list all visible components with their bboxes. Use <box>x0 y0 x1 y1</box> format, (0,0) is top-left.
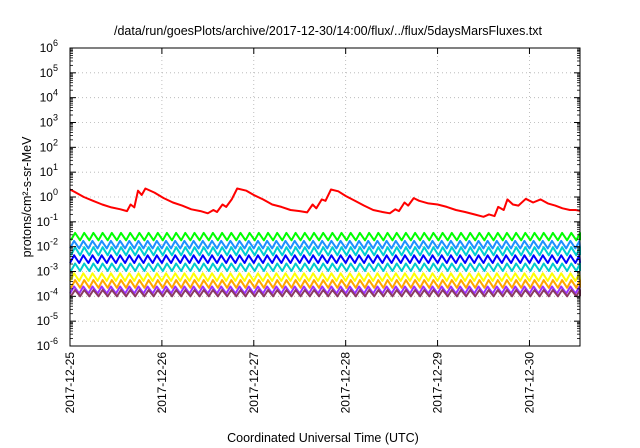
x-tick-label: 2017-12-27 <box>247 352 261 414</box>
series-line-10 <box>70 289 581 298</box>
series-line-4 <box>70 246 581 257</box>
series-line-1 <box>69 187 581 218</box>
y-tick-exponent: -2 <box>50 237 58 247</box>
x-tick-label: 2017-12-25 <box>63 352 77 414</box>
y-tick-exponent: 6 <box>53 38 58 48</box>
series-line-9 <box>69 285 581 295</box>
series-line-6 <box>70 262 581 272</box>
x-tick-label: 2017-12-28 <box>339 352 353 414</box>
x-axis-label: Coordinated Universal Time (UTC) <box>227 431 419 445</box>
plot-frame <box>69 47 581 347</box>
series-line-5 <box>69 254 581 264</box>
series-line-7 <box>69 272 581 282</box>
x-tick-label: 2017-12-29 <box>431 352 445 414</box>
x-tick-labels: 2017-12-25 2017-12-26 2017-12-27 2017-12-28… <box>63 352 536 414</box>
y-tick-exponent: 0 <box>53 187 58 197</box>
y-tick-exponent: 5 <box>53 63 58 73</box>
y-axis-label: protons/cm²-s-sr-MeV <box>20 136 34 258</box>
y-tick-exponent: -4 <box>50 286 58 296</box>
y-tick-exponent: -6 <box>50 336 58 346</box>
series-line-3 <box>69 239 581 250</box>
y-tick-exponent: -3 <box>50 262 58 272</box>
series-line-2 <box>70 231 581 242</box>
series-lines <box>69 187 581 298</box>
y-tick-exponent: 4 <box>53 88 58 98</box>
series-line-8 <box>70 279 581 289</box>
y-tick-exponent: -1 <box>50 212 58 222</box>
x-tick-label: 2017-12-30 <box>522 352 536 414</box>
y-tick-exponent: 2 <box>53 137 58 147</box>
y-tick-exponent: -5 <box>50 311 58 321</box>
x-tick-label: 2017-12-26 <box>155 352 169 414</box>
y-tick-exponent: 3 <box>53 113 58 123</box>
chart-title: /data/run/goesPlots/archive/2017-12-30/1… <box>114 24 543 38</box>
y-tick-exponent: 1 <box>53 162 58 172</box>
